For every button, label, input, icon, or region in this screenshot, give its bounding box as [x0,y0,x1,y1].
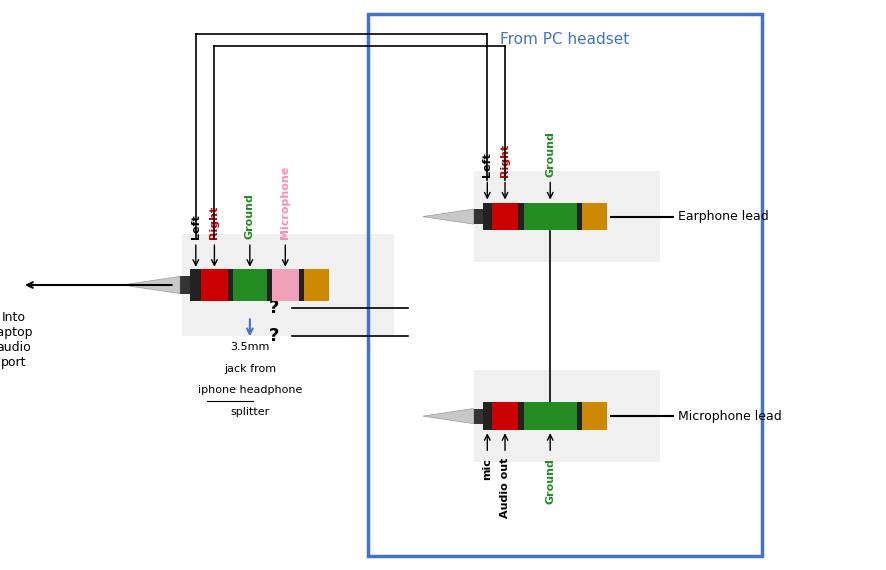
Text: Ground: Ground [245,194,255,239]
Text: Microphone lead: Microphone lead [678,410,781,422]
Bar [582,402,607,430]
Text: Earphone lead: Earphone lead [678,210,768,223]
Bar [267,269,272,301]
Polygon shape [423,409,473,424]
Bar [228,269,233,301]
Text: mic: mic [482,458,493,479]
Text: Ground: Ground [545,131,556,177]
Bar [272,269,299,301]
Bar [518,203,524,230]
FancyBboxPatch shape [182,234,394,336]
Bar [492,402,518,430]
Bar [201,269,228,301]
Polygon shape [122,276,180,294]
Bar [577,203,582,230]
Text: Microphone: Microphone [280,166,291,239]
Text: Right: Right [209,206,220,239]
Bar [492,203,518,230]
Bar [190,269,201,301]
Text: Left: Left [190,215,201,239]
Text: Audio out: Audio out [500,458,510,518]
Text: Ground: Ground [545,458,556,503]
Bar [304,269,329,301]
Text: ?: ? [268,299,279,317]
Bar [524,203,577,230]
Bar [518,402,524,430]
Text: jack from: jack from [224,364,276,374]
Text: From PC headset: From PC headset [501,32,629,47]
Bar [483,203,492,230]
Bar [577,402,582,430]
Bar [524,402,577,430]
FancyBboxPatch shape [474,370,660,462]
Bar [483,402,492,430]
Text: 3.5mm: 3.5mm [230,342,269,352]
Bar [473,409,483,424]
Text: iphone headphone: iphone headphone [198,385,302,396]
Polygon shape [423,209,473,224]
Text: Right: Right [500,144,510,177]
FancyBboxPatch shape [474,171,660,262]
Text: ?: ? [268,327,279,345]
Bar [299,269,304,301]
Text: Into
laptop
audio
port: Into laptop audio port [0,311,33,369]
Bar [368,14,762,556]
Text: splitter: splitter [230,407,269,417]
Text: Left: Left [482,152,493,177]
Bar [180,276,190,294]
Bar [233,269,267,301]
Bar [582,203,607,230]
Bar [473,209,483,224]
